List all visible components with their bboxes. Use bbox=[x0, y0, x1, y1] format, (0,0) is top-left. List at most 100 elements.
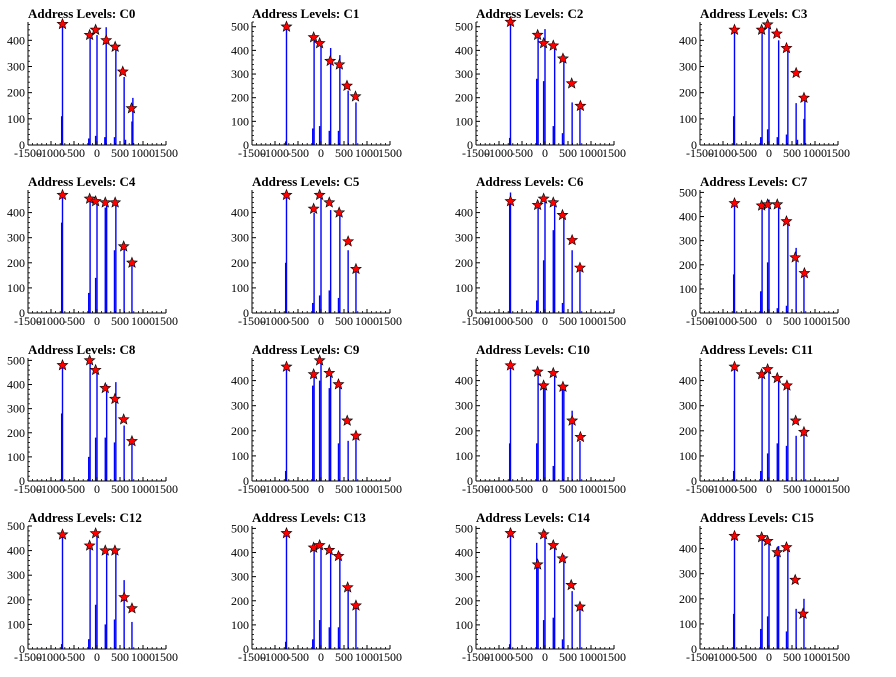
x-tick-label: 500 bbox=[335, 482, 353, 496]
y-tick-label: 400 bbox=[231, 374, 249, 388]
x-tick-label: 500 bbox=[783, 146, 801, 160]
peak-marker bbox=[728, 360, 741, 372]
x-tick-label: -500 bbox=[63, 650, 85, 664]
x-tick-label: 1500 bbox=[826, 650, 850, 664]
y-tick-label: 0 bbox=[19, 306, 25, 320]
y-tick-label: 400 bbox=[7, 544, 25, 558]
x-tick-label: 0 bbox=[542, 650, 548, 664]
y-tick-label: 200 bbox=[7, 256, 25, 270]
y-tick-label: 0 bbox=[19, 138, 25, 152]
x-tick-label: -1000 bbox=[485, 146, 513, 160]
x-tick-label: 1500 bbox=[154, 650, 178, 664]
peak-marker bbox=[537, 192, 550, 204]
y-tick-label: 400 bbox=[679, 374, 697, 388]
peak-marker bbox=[118, 591, 131, 603]
chart-panel-6: Address Levels: C6 0 100 200 300 400 -1500-100… bbox=[455, 174, 626, 328]
x-tick-label: -1000 bbox=[709, 482, 737, 496]
y-tick-label: 0 bbox=[691, 306, 697, 320]
y-tick-label: 200 bbox=[455, 594, 473, 608]
x-tick-label: -1500 bbox=[238, 482, 266, 496]
peak-marker bbox=[342, 235, 355, 247]
x-tick-label: 1000 bbox=[803, 146, 827, 160]
y-tick-label: 500 bbox=[7, 353, 25, 367]
x-tick-label: -500 bbox=[287, 650, 309, 664]
peak-marker bbox=[108, 544, 121, 556]
x-tick-label: 500 bbox=[783, 482, 801, 496]
y-tick-label: 400 bbox=[455, 546, 473, 560]
x-tick-label: -1000 bbox=[37, 314, 65, 328]
x-tick-label: 500 bbox=[335, 314, 353, 328]
y-tick-label: 300 bbox=[679, 567, 697, 581]
peak-marker bbox=[349, 429, 362, 441]
peak-marker bbox=[99, 544, 112, 556]
peak-marker bbox=[125, 256, 138, 268]
peak-marker bbox=[789, 414, 802, 426]
y-tick-label: 0 bbox=[691, 474, 697, 488]
y-tick-label: 200 bbox=[679, 86, 697, 100]
chart-title: Address Levels: C6 bbox=[476, 174, 584, 189]
peak-marker bbox=[761, 534, 774, 547]
peak-marker bbox=[790, 66, 803, 79]
peak-marker bbox=[556, 380, 569, 392]
peak-marker bbox=[332, 549, 345, 562]
x-tick-label: 0 bbox=[318, 146, 324, 160]
peak-marker bbox=[99, 196, 112, 208]
y-tick-label: 0 bbox=[243, 642, 249, 656]
peak-marker bbox=[780, 41, 793, 54]
y-tick-label: 300 bbox=[679, 399, 697, 413]
x-tick-label: 0 bbox=[318, 650, 324, 664]
x-tick-label: -1500 bbox=[14, 650, 42, 664]
x-tick-label: -500 bbox=[735, 314, 757, 328]
y-tick-label: 300 bbox=[455, 399, 473, 413]
peak-marker bbox=[280, 20, 293, 32]
x-tick-label: 1000 bbox=[131, 146, 155, 160]
x-tick-label: 500 bbox=[783, 314, 801, 328]
x-tick-label: -1000 bbox=[261, 482, 289, 496]
peak-marker bbox=[789, 251, 802, 263]
x-tick-label: 0 bbox=[94, 146, 100, 160]
x-tick-label: -1500 bbox=[686, 650, 714, 664]
peak-marker bbox=[566, 233, 579, 246]
peak-marker bbox=[333, 58, 346, 70]
y-tick-label: 500 bbox=[455, 20, 473, 34]
x-tick-label: 500 bbox=[559, 314, 577, 328]
y-tick-label: 400 bbox=[679, 210, 697, 224]
peak-marker bbox=[324, 54, 337, 67]
peak-marker bbox=[780, 215, 793, 227]
peak-marker bbox=[313, 354, 326, 366]
chart-title: Address Levels: C13 bbox=[252, 510, 366, 525]
peak-marker bbox=[89, 363, 102, 376]
y-tick-label: 200 bbox=[455, 91, 473, 105]
peak-marker bbox=[573, 261, 586, 273]
x-tick-label: 1000 bbox=[131, 314, 155, 328]
x-tick-label: -500 bbox=[511, 650, 533, 664]
y-tick-label: 200 bbox=[455, 256, 473, 270]
x-tick-label: 500 bbox=[783, 650, 801, 664]
x-tick-label: -1500 bbox=[462, 314, 490, 328]
x-tick-label: 0 bbox=[542, 314, 548, 328]
x-tick-label: 0 bbox=[542, 482, 548, 496]
x-tick-label: 1500 bbox=[378, 314, 402, 328]
x-tick-label: -500 bbox=[735, 650, 757, 664]
peak-marker bbox=[574, 99, 587, 112]
x-tick-label: 1500 bbox=[154, 146, 178, 160]
y-tick-label: 200 bbox=[679, 258, 697, 272]
peak-marker bbox=[313, 188, 326, 201]
x-tick-label: -1000 bbox=[261, 314, 289, 328]
y-tick-label: 400 bbox=[7, 378, 25, 392]
y-tick-label: 100 bbox=[231, 449, 249, 463]
x-tick-label: 0 bbox=[318, 482, 324, 496]
y-tick-label: 500 bbox=[7, 519, 25, 533]
x-tick-label: 0 bbox=[766, 650, 772, 664]
y-tick-label: 0 bbox=[19, 642, 25, 656]
x-tick-label: 1500 bbox=[378, 146, 402, 160]
x-tick-label: 500 bbox=[335, 650, 353, 664]
peak-marker bbox=[332, 378, 345, 390]
y-tick-label: 100 bbox=[231, 618, 249, 632]
y-tick-label: 400 bbox=[231, 43, 249, 57]
x-tick-label: 1500 bbox=[602, 650, 626, 664]
x-tick-label: 0 bbox=[766, 482, 772, 496]
x-tick-label: 0 bbox=[94, 650, 100, 664]
x-tick-label: 1000 bbox=[803, 314, 827, 328]
chart-title: Address Levels: C4 bbox=[28, 174, 136, 189]
